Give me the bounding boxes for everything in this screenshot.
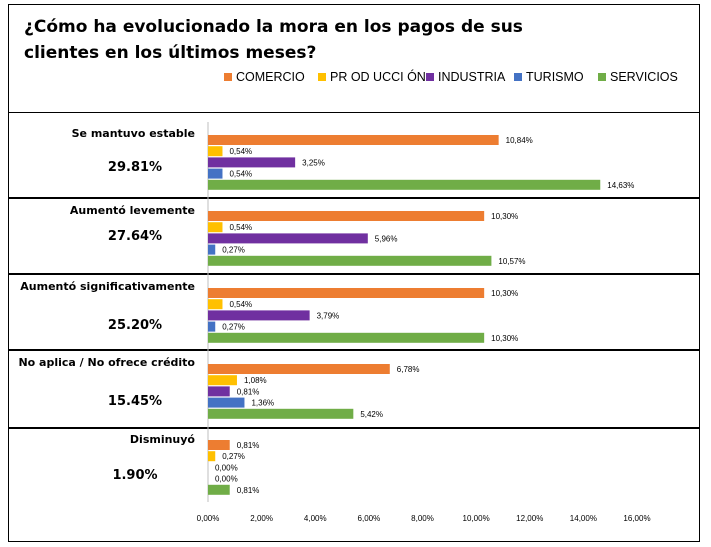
bar-produccin bbox=[208, 375, 237, 386]
x-tick-label: 8,00% bbox=[411, 514, 434, 523]
bar-servicios bbox=[208, 408, 354, 419]
x-tick-label: 10,00% bbox=[463, 514, 490, 523]
header-divider bbox=[8, 112, 700, 113]
category-total: 25.20% bbox=[107, 318, 163, 333]
legend-item-produccion: PR OD UCCI ÓN bbox=[318, 70, 426, 84]
data-label: 0,54% bbox=[229, 223, 252, 232]
legend-swatch-industria bbox=[426, 73, 434, 81]
x-tick-label: 16,00% bbox=[623, 514, 650, 523]
data-label: 0,27% bbox=[222, 246, 245, 255]
category-label: Disminuyó bbox=[129, 433, 195, 446]
group-divider bbox=[8, 349, 700, 351]
category-label: Se mantuvo estable bbox=[71, 127, 195, 140]
chart-title: ¿Cómo ha evolucionado la mora en los pag… bbox=[24, 17, 523, 63]
legend-swatch-turismo bbox=[514, 73, 522, 81]
category-label: Aumentó levemente bbox=[69, 204, 195, 217]
data-label: 0,54% bbox=[229, 147, 252, 156]
bar-comercio bbox=[208, 364, 390, 374]
category-label: Aumentó significativamente bbox=[20, 280, 195, 293]
data-label: 0,27% bbox=[222, 323, 245, 332]
data-label: 1,36% bbox=[251, 399, 274, 408]
data-label: 0,54% bbox=[229, 300, 252, 309]
bar-servicios bbox=[208, 255, 492, 266]
legend-item-turismo: TURISMO bbox=[514, 70, 584, 84]
legend-label-turismo: TURISMO bbox=[526, 70, 584, 84]
legend-swatch-servicios bbox=[598, 73, 606, 81]
bar-industria bbox=[208, 310, 310, 321]
legend-swatch-produccion bbox=[318, 73, 326, 81]
bar-comercio bbox=[208, 440, 230, 450]
bar-produccin bbox=[208, 146, 223, 157]
bar-turismo bbox=[208, 244, 216, 255]
legend-item-industria: INDUSTRIA bbox=[426, 70, 505, 84]
category-total: 1.90% bbox=[112, 468, 158, 483]
bar-comercio bbox=[208, 135, 499, 145]
data-label: 0,00% bbox=[215, 475, 238, 484]
bar-comercio bbox=[208, 211, 485, 221]
bar-industria bbox=[208, 157, 296, 168]
bar-turismo bbox=[208, 397, 245, 408]
data-label: 0,00% bbox=[215, 463, 238, 472]
data-label: 5,96% bbox=[375, 234, 398, 243]
data-label: 5,42% bbox=[360, 410, 383, 419]
category-total: 27.64% bbox=[107, 229, 163, 244]
legend-swatch-comercio bbox=[224, 73, 232, 81]
legend-label-comercio: COMERCIO bbox=[236, 70, 305, 84]
bar-servicios bbox=[208, 332, 485, 343]
bar-servicios bbox=[208, 179, 601, 190]
bar-comercio bbox=[208, 288, 485, 298]
data-label: 0,81% bbox=[237, 441, 260, 450]
bar-industria bbox=[208, 233, 368, 244]
data-label: 10,57% bbox=[498, 257, 525, 266]
bar-produccin bbox=[208, 222, 223, 233]
category-label: No aplica / No ofrece crédito bbox=[18, 356, 195, 369]
bar-turismo bbox=[208, 168, 223, 179]
data-label: 1,08% bbox=[244, 376, 267, 385]
x-tick-label: 6,00% bbox=[358, 514, 381, 523]
data-label: 0,81% bbox=[237, 486, 260, 495]
data-label: 6,78% bbox=[397, 365, 420, 374]
data-label: 3,79% bbox=[317, 311, 340, 320]
bar-produccin bbox=[208, 451, 216, 462]
legend-item-comercio: COMERCIO bbox=[224, 70, 305, 84]
data-label: 3,25% bbox=[302, 158, 325, 167]
category-total: 15.45% bbox=[107, 394, 163, 409]
group-divider bbox=[8, 427, 700, 429]
x-tick-label: 0,00% bbox=[197, 514, 220, 523]
legend-label-produccion: PR OD UCCI ÓN bbox=[330, 70, 426, 84]
category-total: 29.81% bbox=[107, 160, 163, 175]
data-label: 0,81% bbox=[237, 387, 260, 396]
group-divider bbox=[8, 273, 700, 275]
legend-label-industria: INDUSTRIA bbox=[438, 70, 506, 84]
data-label: 10,30% bbox=[491, 212, 518, 221]
bar-industria bbox=[208, 386, 230, 397]
data-label: 10,84% bbox=[506, 136, 533, 145]
data-label: 14,63% bbox=[607, 181, 634, 190]
data-label: 10,30% bbox=[491, 289, 518, 298]
x-tick-label: 4,00% bbox=[304, 514, 327, 523]
x-tick-label: 2,00% bbox=[250, 514, 273, 523]
x-tick-label: 14,00% bbox=[570, 514, 597, 523]
bar-servicios bbox=[208, 484, 230, 495]
bar-produccin bbox=[208, 299, 223, 310]
data-label: 0,54% bbox=[229, 170, 252, 179]
x-tick-label: 12,00% bbox=[516, 514, 543, 523]
data-label: 0,27% bbox=[222, 452, 245, 461]
legend-label-servicios: SERVICIOS bbox=[610, 70, 678, 84]
data-label: 10,30% bbox=[491, 334, 518, 343]
group-divider bbox=[8, 197, 700, 199]
legend-item-servicios: SERVICIOS bbox=[598, 70, 678, 84]
bar-turismo bbox=[208, 321, 216, 332]
